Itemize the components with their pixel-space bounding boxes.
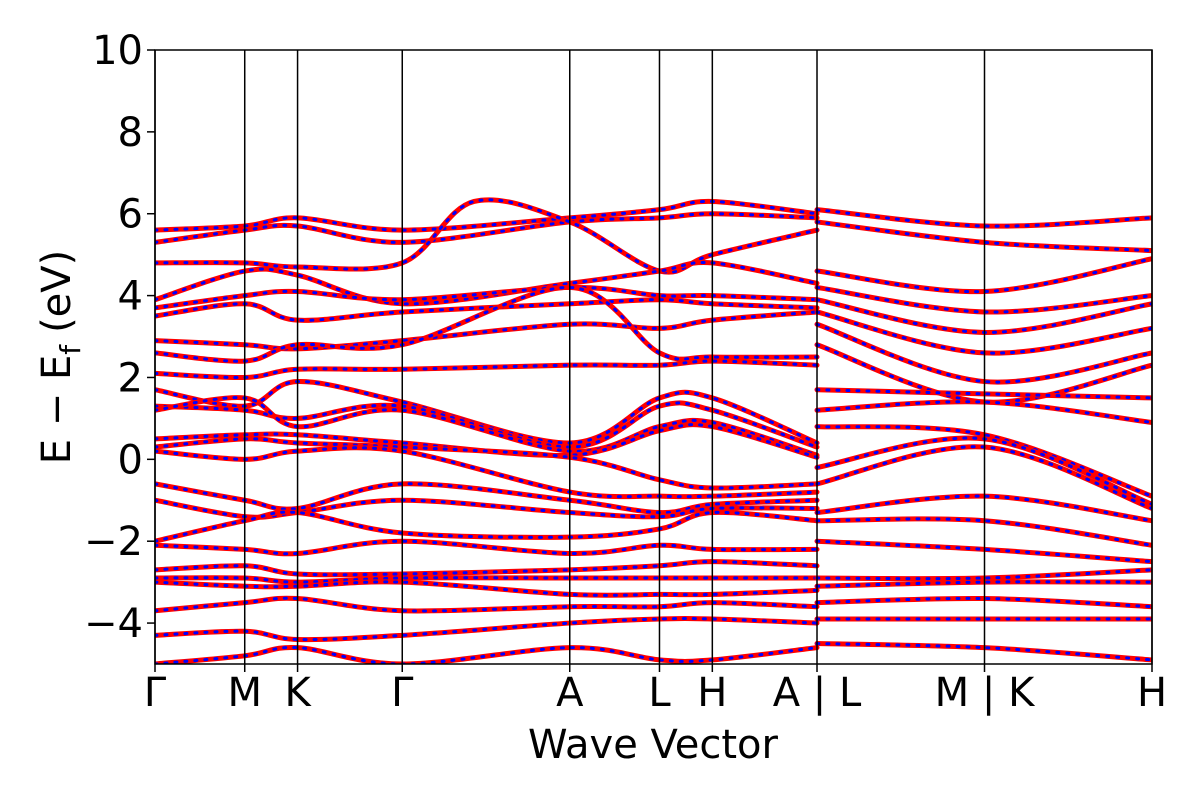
band-3 xyxy=(155,259,820,307)
y-axis-title: E − Ef (eV) xyxy=(34,250,87,465)
band-line-blue xyxy=(155,576,819,584)
y-axis-title-main: E − E xyxy=(34,355,80,465)
band-line-blue xyxy=(155,510,819,543)
band-line-blue xyxy=(155,198,819,274)
band-line-blue xyxy=(155,310,819,351)
plot-frame xyxy=(154,49,1153,665)
band-line-blue xyxy=(155,285,819,363)
y-tick-label: −2 xyxy=(84,519,143,565)
band-line-blue xyxy=(815,596,1152,609)
band-line-blue xyxy=(155,285,819,310)
band-line-blue xyxy=(815,425,1152,498)
y-axis-title-subscript: f xyxy=(54,344,87,355)
band-17 xyxy=(155,509,820,544)
band-line-blue xyxy=(815,322,1152,384)
band-20 xyxy=(155,575,820,585)
band-8 xyxy=(155,358,820,381)
band-line-blue xyxy=(815,539,1152,564)
x-tick-label: L xyxy=(648,670,671,716)
x-tick-label: M xyxy=(227,670,262,716)
band-line-red xyxy=(155,509,820,544)
band-line-blue xyxy=(155,401,819,449)
band-15 xyxy=(155,481,820,516)
band-line-blue xyxy=(155,298,819,322)
band-line-blue xyxy=(155,580,819,597)
band-19 xyxy=(155,559,820,578)
x-tick-label: M | K xyxy=(935,670,1036,716)
y-tick-label: 4 xyxy=(118,274,143,320)
band-4 xyxy=(155,284,820,311)
band-24 xyxy=(155,644,820,664)
band-14 xyxy=(155,445,820,500)
x-axis-title: Wave Vector xyxy=(528,722,779,768)
band-1 xyxy=(155,211,820,245)
band-11 xyxy=(155,395,820,458)
band-line-blue xyxy=(815,343,1152,404)
band-line-blue xyxy=(815,208,1152,228)
x-tick-label: Γ xyxy=(391,670,414,716)
band-0 xyxy=(155,198,820,233)
band-line-blue xyxy=(815,568,1152,581)
y-tick-label: 2 xyxy=(118,355,143,401)
band-line-blue xyxy=(155,539,819,556)
band-line-blue xyxy=(815,517,1152,547)
band-line-blue xyxy=(155,596,819,613)
y-tick-label: 10 xyxy=(92,28,143,74)
band-line-blue xyxy=(155,616,819,642)
band-21 xyxy=(155,579,820,598)
band-line-blue xyxy=(155,359,819,380)
y-tick-label: 6 xyxy=(118,192,143,238)
band-line-blue xyxy=(815,388,1152,400)
band-line-blue xyxy=(815,580,1152,588)
band-10 xyxy=(155,400,820,450)
y-axis-title-unit: (eV) xyxy=(34,250,80,333)
band-line-blue xyxy=(155,482,819,515)
band-18 xyxy=(155,538,820,557)
band-line-blue xyxy=(815,400,1152,424)
band-line-blue xyxy=(155,437,819,490)
band-23 xyxy=(155,615,820,643)
band-line-red xyxy=(155,358,820,381)
x-tick-label: A | L xyxy=(773,670,862,716)
x-tick-label: H xyxy=(697,670,727,716)
band-line-blue xyxy=(155,199,819,232)
x-tick-label: K xyxy=(284,670,312,716)
band-13 xyxy=(155,436,820,491)
band-line-blue xyxy=(155,645,819,664)
y-tick-label: 8 xyxy=(118,110,143,156)
band-7 xyxy=(155,284,820,364)
band-line-blue xyxy=(155,446,819,499)
band-22 xyxy=(155,595,820,614)
band-line-blue xyxy=(155,212,819,244)
band-5 xyxy=(155,297,820,323)
y-axis-ticks: −4 −2 0 2 4 6 8 10 xyxy=(84,28,155,647)
bands-layer xyxy=(155,197,1152,664)
band-line-red xyxy=(155,436,820,491)
y-tick-label: 0 xyxy=(118,437,143,483)
band-6 xyxy=(155,309,820,352)
x-tick-label: Γ xyxy=(144,670,167,716)
band-line-blue xyxy=(815,642,1152,662)
x-tick-label: H xyxy=(1137,670,1167,716)
x-tick-label: A xyxy=(556,670,584,716)
y-tick-label: −4 xyxy=(84,601,143,647)
band-line-blue xyxy=(155,560,819,577)
band-line-blue xyxy=(155,260,819,306)
band-line-blue xyxy=(155,396,819,457)
